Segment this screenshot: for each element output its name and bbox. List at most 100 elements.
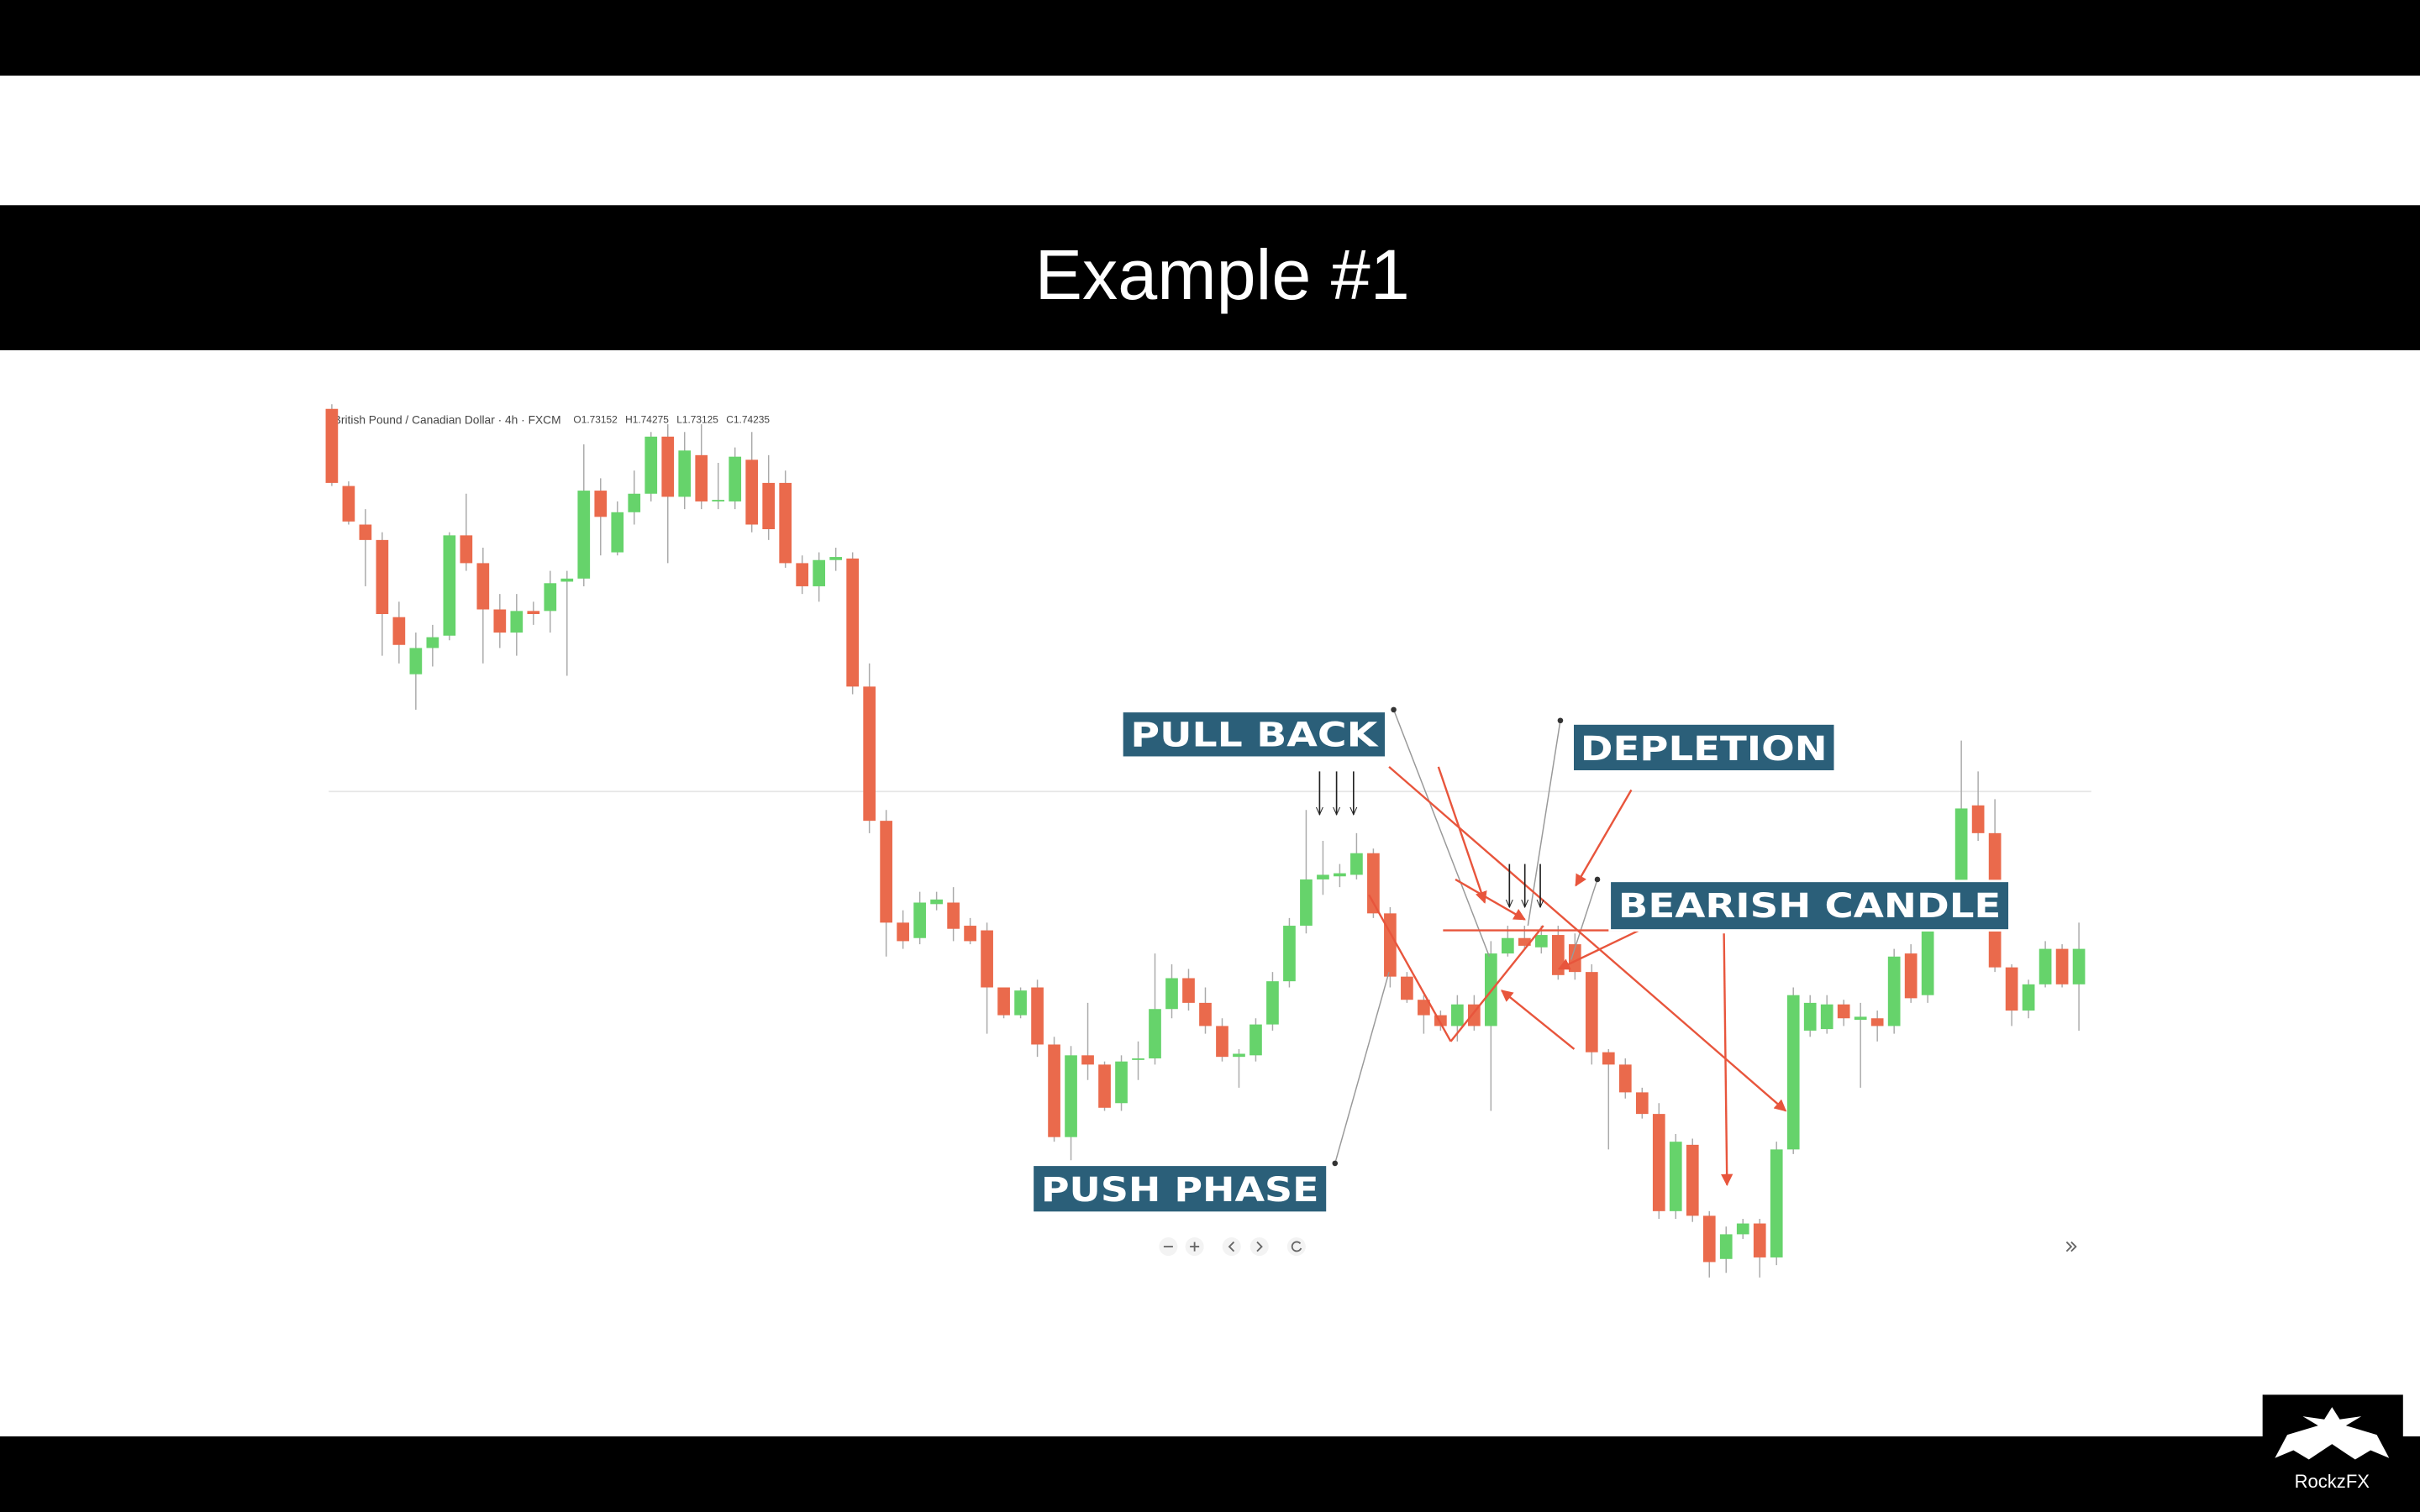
candle-body bbox=[863, 686, 876, 822]
red-arrow bbox=[1575, 789, 1633, 887]
candle-body bbox=[880, 821, 892, 923]
candle-body bbox=[1233, 1053, 1245, 1058]
candle-body bbox=[661, 436, 675, 497]
candle-body bbox=[796, 563, 809, 586]
candle-body bbox=[981, 930, 993, 988]
red-line bbox=[1368, 894, 1452, 1042]
scroll-left-icon bbox=[1228, 1241, 1235, 1252]
candle-body bbox=[1065, 1055, 1077, 1137]
anchor-dot bbox=[1594, 876, 1601, 883]
candle-body bbox=[1031, 987, 1044, 1045]
candle-body bbox=[1048, 1044, 1060, 1137]
candle-body bbox=[560, 578, 574, 582]
annotation-label: PUSH PHASE bbox=[1041, 1169, 1319, 1210]
candle-body bbox=[644, 436, 658, 494]
candle-body bbox=[325, 408, 339, 483]
candle-body bbox=[964, 926, 976, 942]
scroll-left[interactable] bbox=[1222, 1237, 1241, 1257]
candle-body bbox=[342, 486, 355, 522]
candle-body bbox=[1702, 1215, 1716, 1263]
candle-body bbox=[1534, 935, 1548, 948]
title-band bbox=[0, 205, 2420, 350]
candle-body bbox=[930, 899, 943, 905]
ohlc-label: O1.73152 bbox=[573, 414, 618, 426]
annotation-label: DEPLETION bbox=[1581, 728, 1828, 769]
zoom-in-icon bbox=[1190, 1242, 1200, 1252]
candle-body bbox=[1199, 1002, 1212, 1026]
candle-body bbox=[611, 512, 624, 553]
candle-body bbox=[1384, 913, 1397, 977]
anchor-dot bbox=[1391, 706, 1397, 713]
label-box bbox=[1608, 879, 2011, 932]
annotation-labels: PULL BACK DEPLETION BEARISH CANDLE PUSH … bbox=[1031, 710, 2011, 1215]
candle-body bbox=[1652, 1114, 1665, 1211]
reset[interactable] bbox=[1286, 1237, 1306, 1257]
candle-body bbox=[1182, 978, 1195, 1003]
candle-body bbox=[628, 493, 641, 512]
candle-body bbox=[1602, 1052, 1615, 1065]
scroll-right-icon bbox=[1256, 1241, 1263, 1252]
candle-body bbox=[1165, 978, 1178, 1010]
candle-body bbox=[476, 563, 490, 610]
candle-body bbox=[1887, 956, 1901, 1026]
gray-line bbox=[1392, 709, 1491, 958]
candle-body bbox=[1502, 937, 1514, 954]
candle-body bbox=[2072, 948, 2086, 984]
candle-body bbox=[1132, 1058, 1144, 1060]
candle-body bbox=[359, 524, 372, 540]
candle-body bbox=[1216, 1026, 1228, 1058]
candle-body bbox=[1870, 1018, 1884, 1026]
candle-body bbox=[1551, 935, 1565, 975]
candle-body bbox=[712, 500, 725, 501]
candle-body bbox=[2039, 948, 2052, 984]
ohlc-label: C1.74235 bbox=[726, 414, 770, 426]
ohlc-label: L1.73125 bbox=[676, 414, 718, 426]
candle-body bbox=[947, 902, 960, 929]
candle-body bbox=[1418, 1000, 1430, 1016]
label-box bbox=[1120, 710, 1387, 759]
annotation-lines bbox=[1319, 706, 1787, 1187]
candle-body bbox=[1686, 1144, 1699, 1216]
candle-body bbox=[1317, 874, 1329, 879]
red-arrow bbox=[1455, 878, 1526, 921]
logo-text: RockzFX bbox=[2295, 1471, 2370, 1492]
scroll-right[interactable] bbox=[1249, 1237, 1269, 1257]
anchor-dot bbox=[1557, 717, 1564, 724]
slide-title: Example #1 bbox=[1035, 235, 1410, 314]
candle-body bbox=[1115, 1061, 1128, 1104]
chart-toolbar bbox=[1159, 1237, 2077, 1257]
candle-body bbox=[1014, 990, 1027, 1016]
candle-body bbox=[997, 987, 1010, 1016]
candle-body bbox=[1669, 1142, 1682, 1211]
red-arrow bbox=[1557, 929, 1640, 970]
candle-body bbox=[1736, 1223, 1749, 1235]
candle-body bbox=[729, 456, 742, 501]
candle-body bbox=[1854, 1016, 1867, 1021]
candle-body bbox=[1401, 976, 1413, 1000]
candle-body bbox=[1635, 1092, 1649, 1115]
scroll-to-end[interactable] bbox=[2065, 1241, 2077, 1252]
candle-body bbox=[527, 611, 540, 615]
candle-body bbox=[1753, 1223, 1766, 1257]
candle-body bbox=[376, 539, 389, 615]
red-line bbox=[1449, 925, 1544, 1042]
candle-body bbox=[1921, 926, 1934, 995]
candle-body bbox=[426, 637, 439, 648]
candle-body bbox=[1904, 953, 1918, 999]
candle-body bbox=[2005, 967, 2018, 1011]
candle-body bbox=[594, 491, 608, 517]
candle-body bbox=[779, 482, 792, 564]
candle-body bbox=[1098, 1064, 1111, 1108]
candle-body bbox=[1300, 879, 1313, 927]
candle-body bbox=[1518, 937, 1531, 946]
reset-icon bbox=[1291, 1241, 1302, 1252]
red-arrow bbox=[1437, 766, 1487, 904]
candle-body bbox=[577, 491, 591, 579]
candle-body bbox=[1618, 1064, 1632, 1093]
label-box bbox=[1571, 722, 1837, 773]
candle-body bbox=[1820, 1004, 1833, 1030]
candle-body bbox=[510, 611, 523, 633]
candle-body bbox=[829, 557, 843, 560]
candle-body bbox=[2022, 984, 2035, 1011]
